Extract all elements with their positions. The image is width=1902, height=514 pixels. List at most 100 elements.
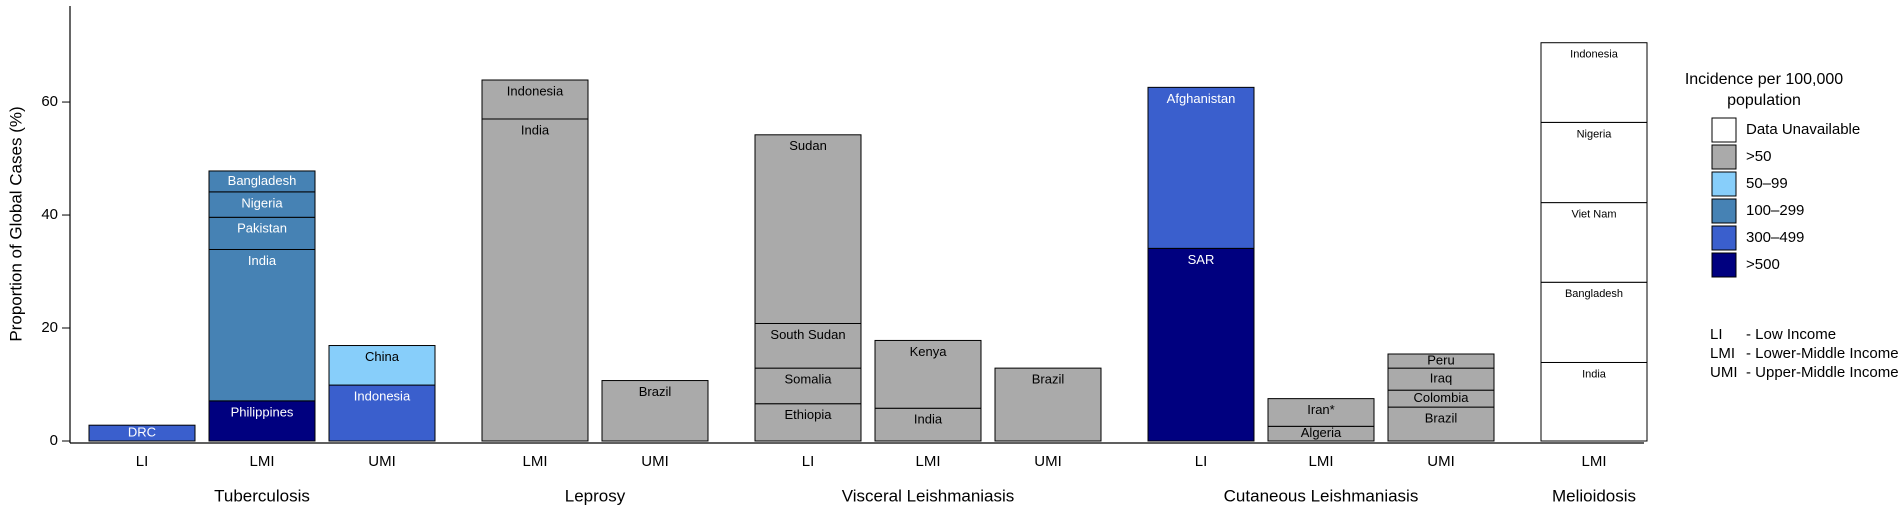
segment-label: SAR (1188, 252, 1215, 267)
segment-label: Iraq (1430, 371, 1452, 386)
segment-label: Ethiopia (785, 407, 833, 422)
bar-segment (1267, 398, 1375, 427)
x-tick-label: LI (802, 453, 815, 470)
bar-segment (874, 407, 982, 442)
x-tick-label: UMI (641, 453, 669, 470)
y-tick-label: 0 (50, 432, 58, 449)
segment-label: Bangladesh (1565, 288, 1623, 300)
segment-label: India (1582, 368, 1607, 380)
segment-label: Philippines (231, 404, 294, 419)
legend-swatch (1711, 144, 1737, 170)
bar-segment (208, 216, 316, 250)
segment-label: Brazil (1032, 372, 1065, 387)
segment-label: Afghanistan (1167, 91, 1236, 106)
x-tick-label: UMI (1427, 453, 1455, 470)
bar-segment (88, 424, 196, 442)
y-tick-label: 60 (41, 93, 58, 110)
segment-label: Algeria (1301, 425, 1342, 440)
bar-segment (754, 322, 862, 369)
legend-swatch (1711, 252, 1737, 278)
x-tick-label: LI (136, 453, 149, 470)
segment-label: Indonesia (507, 83, 564, 98)
bar-segment (1540, 121, 1648, 204)
bar-segment (1540, 361, 1648, 442)
note-label: - Upper-Middle Income (1746, 364, 1899, 381)
bar-segment (328, 345, 436, 386)
bar-segment (1147, 247, 1255, 442)
note-abbr: UMI (1710, 364, 1738, 381)
segment-label: Iran* (1307, 402, 1334, 417)
group-label: Visceral Leishmaniasis (842, 486, 1015, 505)
group-label: Leprosy (565, 486, 626, 505)
bar-segment (208, 248, 316, 402)
bar-segment (1387, 353, 1495, 369)
segment-label: Brazil (639, 384, 672, 399)
x-tick-label: LMI (249, 453, 274, 470)
x-tick-label: LMI (1581, 453, 1606, 470)
bar-segment (1540, 42, 1648, 123)
legend-label: >50 (1746, 148, 1771, 165)
bar-segment (601, 380, 709, 442)
x-tick-label: LMI (522, 453, 547, 470)
legend-title: population (1727, 92, 1801, 109)
bar-segment (874, 339, 982, 409)
legend-swatch (1711, 171, 1737, 197)
x-tick-label: UMI (368, 453, 396, 470)
x-tick-label: LMI (915, 453, 940, 470)
segment-label: Sudan (789, 138, 827, 153)
bar-segment (1540, 281, 1648, 363)
segment-label: Indonesia (1570, 49, 1619, 61)
segment-label: China (365, 349, 400, 364)
bar-segment (208, 400, 316, 442)
segment-label: Nigeria (241, 195, 283, 210)
x-tick-label: LI (1195, 453, 1208, 470)
segment-label: India (914, 412, 943, 427)
group-label: Cutaneous Leishmaniasis (1224, 486, 1419, 505)
bar-segment (1387, 406, 1495, 442)
legend-swatch (1711, 225, 1737, 251)
group-label: Tuberculosis (214, 486, 310, 505)
bar-segment (1540, 202, 1648, 283)
bar-segment (481, 79, 589, 120)
bar-segment (754, 403, 862, 442)
bar-segment (994, 367, 1102, 442)
segment-label: Colombia (1414, 390, 1470, 405)
bar-segment (481, 118, 589, 442)
legend-swatch (1711, 198, 1737, 224)
legend-label: >500 (1746, 256, 1780, 273)
segment-label: Somalia (785, 372, 833, 387)
legend-label: 50–99 (1746, 175, 1788, 192)
bar-segment (208, 170, 316, 193)
segment-label: Pakistan (237, 221, 287, 236)
note-abbr: LMI (1710, 345, 1735, 362)
y-tick-label: 20 (41, 319, 58, 336)
group-label: Melioidosis (1552, 486, 1636, 505)
x-tick-label: UMI (1034, 453, 1062, 470)
legend-label: Data Unavailable (1746, 121, 1860, 138)
segment-label: Nigeria (1577, 128, 1613, 140)
y-axis-title: Proportion of Global Cases (%) (6, 106, 25, 341)
y-tick-label: 40 (41, 206, 58, 223)
bar-segment (754, 134, 862, 324)
bar-segment (1147, 86, 1255, 249)
legend-label: 100–299 (1746, 202, 1804, 219)
legend-swatch (1711, 117, 1737, 143)
segment-label: India (248, 253, 277, 268)
note-abbr: LI (1710, 326, 1723, 343)
segment-label: South Sudan (770, 327, 845, 342)
segment-label: Indonesia (354, 389, 411, 404)
segment-label: Viet Nam (1571, 209, 1616, 221)
segment-label: Brazil (1425, 411, 1458, 426)
note-label: - Low Income (1746, 326, 1836, 343)
legend-title: Incidence per 100,000 (1685, 71, 1843, 88)
legend-label: 300–499 (1746, 229, 1804, 246)
x-tick-label: LMI (1308, 453, 1333, 470)
segment-label: Bangladesh (228, 173, 297, 188)
segment-label: DRC (128, 425, 156, 440)
segment-label: Peru (1427, 352, 1454, 367)
segment-label: Kenya (910, 344, 948, 359)
segment-label: India (521, 122, 550, 137)
note-label: - Lower-Middle Income (1746, 345, 1899, 362)
